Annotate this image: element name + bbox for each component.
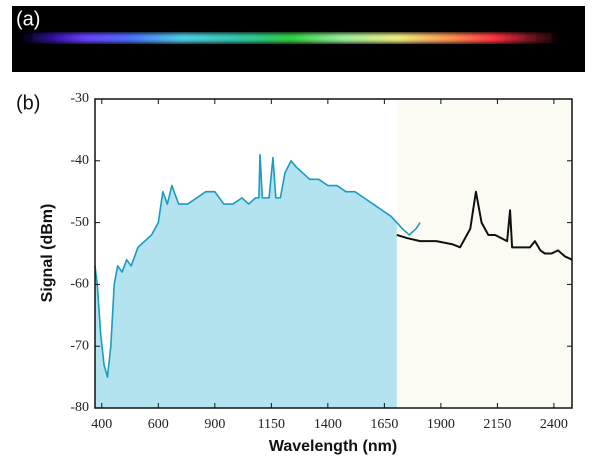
x-tick-label: 400 <box>91 417 112 432</box>
x-tick-label: 2400 <box>540 417 568 432</box>
y-tick-label: -80 <box>70 400 89 415</box>
x-tick-label: 1900 <box>427 417 455 432</box>
x-tick-label: 1400 <box>314 417 342 432</box>
y-tick-label: -60 <box>70 277 89 292</box>
y-tick-label: -50 <box>70 215 89 230</box>
x-tick-label: 1650 <box>370 417 398 432</box>
x-tick-label: 900 <box>204 417 225 432</box>
x-tick-label: 1150 <box>258 417 285 432</box>
y-axis-label: Signal (dBm) <box>39 204 56 303</box>
spectrum-strip <box>20 33 560 43</box>
plot-frame <box>94 98 573 409</box>
ir-region <box>396 99 572 408</box>
panel-label: (a) <box>16 8 40 30</box>
x-axis-label: Wavelength (nm) <box>269 438 397 455</box>
y-tick-label: -70 <box>70 338 89 353</box>
panel-label: (b) <box>16 92 40 114</box>
area-fill <box>95 154 397 408</box>
series-line <box>396 190 573 261</box>
y-tick-label: -40 <box>70 153 89 168</box>
x-tick-label: 2150 <box>483 417 511 432</box>
x-tick-label: 600 <box>148 417 169 432</box>
y-tick-label: -30 <box>70 91 89 106</box>
series-line <box>94 153 421 378</box>
